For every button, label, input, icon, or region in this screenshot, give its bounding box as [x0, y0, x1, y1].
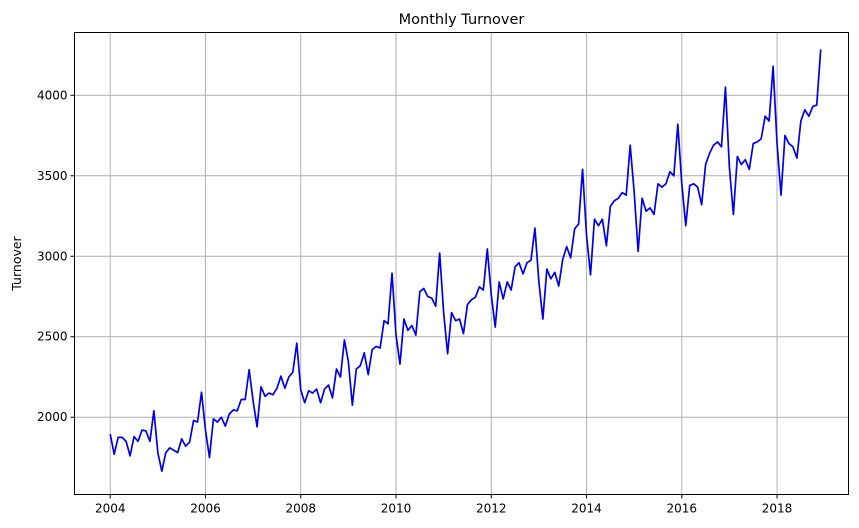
y-tick-label: 3000 [37, 249, 68, 263]
chart-title: Monthly Turnover [399, 12, 525, 28]
y-tick-label: 2500 [37, 330, 68, 344]
y-gridlines [74, 94, 849, 418]
y-tick-label: 4000 [37, 88, 68, 102]
series-line-turnover [109, 49, 822, 473]
plot-frame [74, 32, 849, 495]
x-tick-label: 2014 [571, 502, 602, 516]
x-gridlines [109, 32, 778, 495]
y-axis-ticks: 2000 2500 3000 3500 4000 [37, 88, 75, 424]
y-tick-label: 3500 [37, 169, 68, 183]
x-tick-label: 2008 [285, 502, 316, 516]
x-tick-label: 2006 [190, 502, 221, 516]
x-tick-label: 2016 [667, 502, 698, 516]
y-axis-label: Turnover [9, 235, 24, 291]
x-tick-label: 2018 [762, 502, 793, 516]
y-tick-label: 2000 [37, 410, 68, 424]
x-tick-label: 2004 [95, 502, 126, 516]
x-tick-label: 2012 [476, 502, 507, 516]
x-axis-ticks: 2004 2006 2008 2010 2012 2014 2016 2018 [95, 494, 793, 516]
x-tick-label: 2010 [381, 502, 412, 516]
